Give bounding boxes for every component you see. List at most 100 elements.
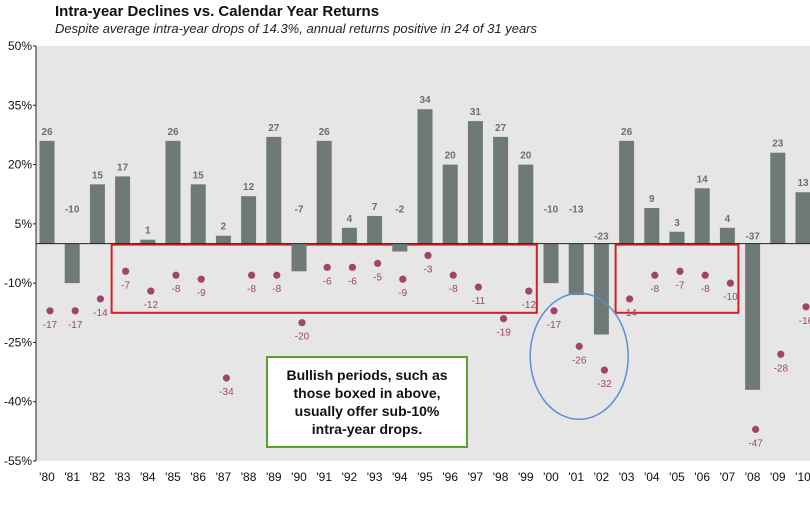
decline-label: -19 (496, 328, 511, 339)
x-tick-label: '81 (64, 470, 80, 484)
decline-label: -14 (93, 308, 108, 319)
decline-point (701, 271, 709, 279)
return-bar (518, 164, 534, 244)
decline-point (449, 271, 457, 279)
return-bar (316, 140, 332, 244)
return-bar (467, 121, 483, 244)
x-tick-label: '87 (216, 470, 232, 484)
decline-point (525, 287, 533, 295)
return-bar (694, 188, 710, 244)
decline-point (273, 271, 281, 279)
return-bar (770, 152, 786, 244)
decline-label: -47 (748, 438, 763, 449)
bar-value-label: 27 (268, 123, 280, 134)
decline-label: -17 (68, 320, 83, 331)
chart-subtitle: Despite average intra-year drops of 14.3… (55, 21, 537, 36)
decline-point (374, 259, 382, 267)
decline-point (197, 275, 205, 283)
decline-label: -20 (295, 332, 310, 343)
decline-label: -8 (172, 284, 181, 295)
return-bar (241, 196, 257, 244)
decline-point (172, 271, 180, 279)
decline-label: -9 (398, 288, 407, 299)
decline-point (500, 315, 508, 323)
return-bar (64, 243, 80, 284)
return-bar (215, 235, 231, 244)
return-bar (89, 184, 105, 244)
y-tick-label: 50% (8, 39, 32, 53)
bar-value-label: -2 (395, 205, 404, 216)
bar-value-label: 15 (92, 170, 104, 181)
x-tick-label: '10 (795, 470, 810, 484)
decline-point (348, 263, 356, 271)
x-tick-label: '90 (291, 470, 307, 484)
decline-point (802, 303, 810, 311)
x-tick-label: '06 (694, 470, 710, 484)
return-bar (669, 231, 685, 244)
decline-point (651, 271, 659, 279)
bar-value-label: 1 (145, 226, 151, 237)
decline-point (600, 366, 609, 374)
decline-label: -5 (373, 272, 382, 283)
bar-value-label: 20 (445, 151, 457, 162)
bar-value-label: 26 (167, 127, 179, 138)
x-tick-label: '93 (367, 470, 383, 484)
x-tick-label: '00 (543, 470, 559, 484)
decline-point (147, 287, 155, 295)
decline-point (71, 307, 79, 315)
decline-label: -32 (597, 379, 612, 390)
return-bar (39, 140, 55, 244)
decline-label: -9 (197, 288, 206, 299)
x-tick-label: '89 (266, 470, 282, 484)
decline-label: -7 (121, 280, 130, 291)
decline-label: -6 (348, 276, 357, 287)
decline-point (46, 307, 54, 315)
decline-label: -12 (522, 300, 537, 311)
decline-label: -34 (219, 387, 234, 398)
bar-value-label: 3 (674, 218, 680, 229)
bar-value-label: 26 (319, 127, 331, 138)
x-tick-label: '94 (392, 470, 408, 484)
decline-label: -17 (43, 320, 58, 331)
x-tick-label: '99 (518, 470, 534, 484)
y-tick-label: 35% (8, 98, 32, 112)
x-tick-label: '07 (720, 470, 736, 484)
return-bar (140, 239, 156, 244)
highlight-circle (529, 292, 629, 421)
decline-label: -8 (272, 284, 281, 295)
annotation-box: Bullish periods, such as those boxed in … (266, 356, 468, 448)
decline-point (726, 279, 735, 287)
bar-value-label: -13 (569, 205, 584, 216)
return-bar (593, 243, 609, 335)
decline-label: -17 (547, 320, 562, 331)
y-tick-label: -10% (4, 276, 32, 290)
bar-value-label: 14 (697, 174, 709, 185)
return-bar (568, 243, 584, 295)
y-tick-label: -55% (4, 454, 32, 468)
x-tick-label: '02 (594, 470, 610, 484)
decline-point (777, 350, 785, 358)
bar-value-label: 4 (725, 214, 731, 225)
bar-value-label: -10 (65, 205, 80, 216)
bar-value-label: 17 (117, 162, 129, 173)
return-bar (115, 176, 131, 244)
return-bar (417, 109, 433, 244)
decline-label: -16 (799, 316, 810, 327)
return-bar (543, 243, 559, 284)
decline-point (752, 425, 760, 433)
bar-value-label: -37 (745, 232, 760, 243)
return-bar (719, 227, 735, 244)
return-bar (493, 136, 509, 244)
decline-label: -14 (622, 308, 637, 319)
bar-value-label: 15 (193, 170, 205, 181)
x-tick-label: '91 (316, 470, 332, 484)
bar-value-label: 2 (221, 222, 227, 233)
x-tick-label: '01 (568, 470, 584, 484)
x-tick-label: '88 (241, 470, 257, 484)
decline-point (122, 267, 130, 275)
x-tick-label: '92 (342, 470, 358, 484)
bar-value-label: 26 (41, 127, 53, 138)
bar-value-label: 31 (470, 107, 482, 118)
bar-value-label: 4 (347, 214, 353, 225)
x-tick-label: '97 (468, 470, 484, 484)
